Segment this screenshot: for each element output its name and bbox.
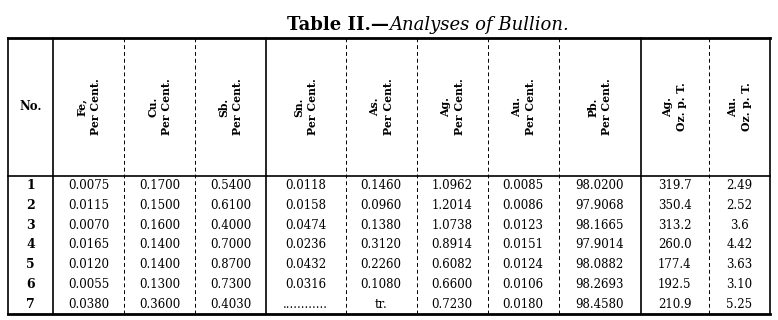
Text: No.: No. (19, 100, 42, 114)
Text: 0.7230: 0.7230 (432, 298, 473, 311)
Text: 3.63: 3.63 (726, 258, 752, 271)
Text: 98.1665: 98.1665 (576, 219, 624, 232)
Text: 350.4: 350.4 (658, 199, 692, 212)
Text: 0.0316: 0.0316 (286, 278, 327, 291)
Text: 192.5: 192.5 (658, 278, 692, 291)
Text: 0.0432: 0.0432 (286, 258, 327, 271)
Text: 0.1600: 0.1600 (139, 219, 180, 232)
Text: 0.0158: 0.0158 (286, 199, 327, 212)
Text: 0.7000: 0.7000 (210, 238, 251, 252)
Text: 0.3600: 0.3600 (139, 298, 180, 311)
Text: 0.2260: 0.2260 (361, 258, 401, 271)
Text: 0.0180: 0.0180 (503, 298, 544, 311)
Text: 3.10: 3.10 (726, 278, 752, 291)
Text: 0.0085: 0.0085 (503, 179, 544, 192)
Text: Cu.
Per Cent.: Cu. Per Cent. (147, 79, 172, 135)
Text: 1.2014: 1.2014 (432, 199, 473, 212)
Text: 0.0070: 0.0070 (68, 219, 109, 232)
Text: 0.1300: 0.1300 (139, 278, 180, 291)
Text: 0.4000: 0.4000 (210, 219, 251, 232)
Text: 0.1380: 0.1380 (361, 219, 401, 232)
Text: 1.0738: 1.0738 (432, 219, 473, 232)
Text: 0.8914: 0.8914 (432, 238, 473, 252)
Text: 4: 4 (26, 238, 35, 252)
Text: 0.0124: 0.0124 (503, 258, 544, 271)
Text: 0.0075: 0.0075 (68, 179, 109, 192)
Text: 0.0123: 0.0123 (503, 219, 544, 232)
Text: Analyses of Bullion.: Analyses of Bullion. (389, 16, 569, 34)
Text: 0.0151: 0.0151 (503, 238, 544, 252)
Text: 0.0960: 0.0960 (360, 199, 401, 212)
Text: 3: 3 (26, 219, 35, 232)
Text: 5: 5 (26, 258, 35, 271)
Text: Sn.
Per Cent.: Sn. Per Cent. (293, 79, 318, 135)
Text: 3.6: 3.6 (730, 219, 748, 232)
Text: 2.49: 2.49 (726, 179, 752, 192)
Text: 0.1400: 0.1400 (139, 238, 180, 252)
Text: 0.0474: 0.0474 (286, 219, 327, 232)
Text: Ag.
Oz. p. T.: Ag. Oz. p. T. (662, 83, 687, 132)
Text: ............: ............ (283, 298, 328, 311)
Text: 1.0962: 1.0962 (432, 179, 473, 192)
Text: 2: 2 (26, 199, 35, 212)
Text: Au.
Oz. p. T.: Au. Oz. p. T. (727, 83, 752, 132)
Text: 97.9014: 97.9014 (576, 238, 624, 252)
Text: 0.0118: 0.0118 (286, 179, 326, 192)
Text: 0.1700: 0.1700 (139, 179, 180, 192)
Text: Table II.—: Table II.— (287, 16, 389, 34)
Text: As.
Per Cent.: As. Per Cent. (369, 79, 394, 135)
Text: 0.0236: 0.0236 (286, 238, 327, 252)
Text: 0.8700: 0.8700 (210, 258, 251, 271)
Text: 0.1500: 0.1500 (139, 199, 180, 212)
Text: 260.0: 260.0 (658, 238, 692, 252)
Text: 7: 7 (26, 298, 35, 311)
Text: 0.3120: 0.3120 (361, 238, 401, 252)
Text: Ag.
Per Cent.: Ag. Per Cent. (440, 79, 464, 135)
Text: 0.0380: 0.0380 (68, 298, 109, 311)
Text: 0.6600: 0.6600 (432, 278, 473, 291)
Text: 0.4030: 0.4030 (210, 298, 251, 311)
Text: 2.52: 2.52 (726, 199, 752, 212)
Text: 319.7: 319.7 (658, 179, 692, 192)
Text: 0.7300: 0.7300 (210, 278, 251, 291)
Text: 98.0200: 98.0200 (576, 179, 624, 192)
Text: 313.2: 313.2 (658, 219, 692, 232)
Text: Pb.
Per Cent.: Pb. Per Cent. (587, 79, 612, 135)
Text: tr.: tr. (375, 298, 387, 311)
Text: 4.42: 4.42 (726, 238, 752, 252)
Text: 97.9068: 97.9068 (576, 199, 624, 212)
Text: 0.6082: 0.6082 (432, 258, 473, 271)
Text: Fe,
Per Cent.: Fe, Per Cent. (76, 79, 101, 135)
Text: 0.0165: 0.0165 (68, 238, 109, 252)
Text: 98.2693: 98.2693 (576, 278, 624, 291)
Text: 1: 1 (26, 179, 35, 192)
Text: 0.0120: 0.0120 (68, 258, 109, 271)
Text: 0.1400: 0.1400 (139, 258, 180, 271)
Text: Sb.
Per Cent.: Sb. Per Cent. (218, 79, 243, 135)
Text: 98.4580: 98.4580 (576, 298, 624, 311)
Text: 6: 6 (26, 278, 35, 291)
Text: 0.1080: 0.1080 (361, 278, 401, 291)
Text: Au.
Per Cent.: Au. Per Cent. (511, 79, 535, 135)
Text: 0.0106: 0.0106 (503, 278, 544, 291)
Text: 98.0882: 98.0882 (576, 258, 624, 271)
Text: 0.1460: 0.1460 (361, 179, 401, 192)
Text: 177.4: 177.4 (658, 258, 692, 271)
Text: 0.0115: 0.0115 (68, 199, 109, 212)
Text: 0.0086: 0.0086 (503, 199, 544, 212)
Text: 5.25: 5.25 (726, 298, 752, 311)
Text: 0.5400: 0.5400 (210, 179, 251, 192)
Text: 210.9: 210.9 (658, 298, 692, 311)
Text: 0.0055: 0.0055 (68, 278, 109, 291)
Text: 0.6100: 0.6100 (210, 199, 251, 212)
